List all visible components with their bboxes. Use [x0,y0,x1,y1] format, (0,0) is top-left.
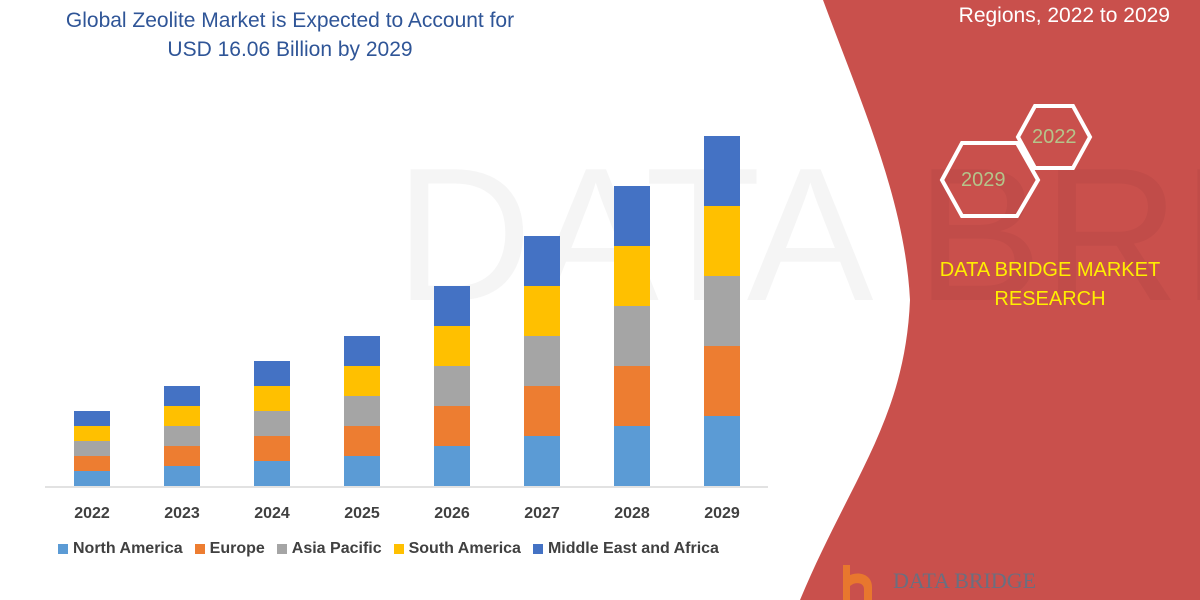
right-subtitle: Regions, 2022 to 2029 [958,4,1170,27]
bar-segment-south-america-2027 [524,286,560,336]
bar-segment-middle-east-and-africa-2028 [614,186,650,246]
bar-segment-south-america-2024 [254,386,290,411]
hex-label-2022: 2022 [1032,126,1077,148]
legend-swatch [393,544,404,554]
bar-segment-north-america-2024 [254,461,290,486]
bar-segment-asia-pacific-2026 [434,366,470,406]
hex-2029 [939,141,1041,218]
bar-segment-middle-east-and-africa-2025 [344,336,380,366]
bar-segment-south-america-2028 [614,246,650,306]
bar-segment-middle-east-and-africa-2023 [164,386,200,406]
legend-swatch [194,544,205,554]
hex-2022 [1015,104,1093,170]
bar-segment-europe-2027 [524,386,560,436]
bar-segment-middle-east-and-africa-2026 [434,286,470,326]
bar-segment-middle-east-and-africa-2029 [704,136,740,206]
x-tick-label: 2029 [704,505,740,522]
bar-segment-europe-2028 [614,366,650,426]
x-tick-label: 2022 [74,505,110,522]
bar-segment-north-america-2026 [434,446,470,486]
bar-segment-asia-pacific-2029 [704,276,740,346]
bar-segment-middle-east-and-africa-2022 [74,411,110,426]
bar-segment-north-america-2028 [614,426,650,486]
legend-label: Europe [209,540,265,557]
chart-title: Global Zeolite Market is Expected to Acc… [65,9,515,61]
bar-segment-north-america-2027 [524,436,560,486]
legend-label: South America [408,540,521,557]
bar-segment-middle-east-and-africa-2024 [254,361,290,386]
bar-segment-north-america-2025 [344,456,380,486]
bar-segment-north-america-2029 [704,416,740,486]
bar-segment-north-america-2023 [164,466,200,486]
legend-item: Middle East and Africa [532,540,719,558]
bar-segment-middle-east-and-africa-2027 [524,236,560,286]
legend-item: Europe [194,540,265,558]
legend-label: Asia Pacific [291,540,382,557]
bar-segment-south-america-2025 [344,366,380,396]
bar-segment-south-america-2026 [434,326,470,366]
x-tick-label: 2026 [434,505,470,522]
x-tick-label: 2024 [254,505,290,522]
x-tick-label: 2023 [164,505,200,522]
legend-swatch [276,544,287,554]
bar-segment-asia-pacific-2025 [344,396,380,426]
legend: North America Europe Asia Pacific South … [58,540,719,558]
x-tick-label: 2027 [524,505,560,522]
bar-segment-asia-pacific-2023 [164,426,200,446]
bar-segment-europe-2024 [254,436,290,461]
bar-segment-asia-pacific-2022 [74,441,110,456]
bar-segment-asia-pacific-2027 [524,336,560,386]
bar-segment-north-america-2022 [74,471,110,486]
bar-segment-europe-2026 [434,406,470,446]
bar-segment-europe-2025 [344,426,380,456]
legend-swatch [532,544,543,554]
x-tick-label: 2028 [614,505,650,522]
legend-swatch [58,544,68,554]
brand-name: DATA BRIDGE MARKET RESEARCH [939,259,1161,310]
red-panel [800,0,1200,600]
bar-segment-europe-2029 [704,346,740,416]
hex-label-2029: 2029 [961,169,1006,191]
bar-segment-europe-2023 [164,446,200,466]
bar-segment-asia-pacific-2028 [614,306,650,366]
bar-segment-europe-2022 [74,456,110,471]
logo-b-icon [843,565,872,600]
bar-segment-south-america-2023 [164,406,200,426]
bar-segment-south-america-2022 [74,426,110,441]
legend-item: South America [393,540,521,558]
legend-item: North America [58,540,183,558]
bar-segment-south-america-2029 [704,206,740,276]
bar-segment-asia-pacific-2024 [254,411,290,436]
legend-item: Asia Pacific [276,540,382,558]
legend-label: Middle East and Africa [547,540,719,557]
legend-label: North America [73,540,183,557]
logo-text: DATA BRIDGE [893,568,1037,593]
x-tick-label: 2025 [344,505,380,522]
